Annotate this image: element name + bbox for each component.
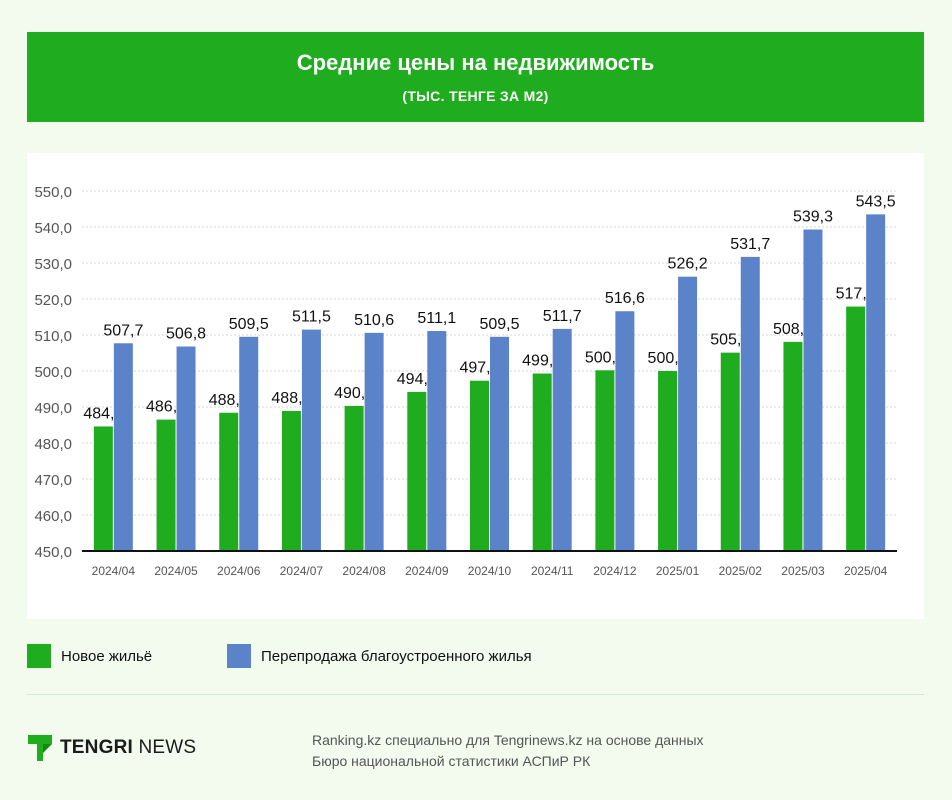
chart-title: Средние цены на недвижимость: [296, 50, 655, 75]
x-tick-label: 2025/01: [656, 564, 700, 578]
y-tick-label: 530,0: [34, 256, 72, 273]
x-tick-label: 2024/10: [468, 564, 512, 578]
data-label-new-housing: 488,4: [209, 392, 249, 409]
data-label-resale: 511,1: [417, 310, 456, 327]
y-tick-label: 470,0: [34, 472, 72, 489]
bar-new-housing: [281, 410, 301, 551]
bar-resale: [176, 346, 196, 551]
bar-resale: [301, 329, 321, 551]
x-tick-label: 2024/07: [280, 564, 324, 578]
legend: Новое жильё Перепродажа благоустроенного…: [27, 644, 924, 672]
y-tick-label: 450,0: [34, 544, 72, 561]
bar-new-housing: [658, 371, 678, 551]
data-label-new-housing: 500,2: [585, 349, 625, 366]
bar-new-housing: [219, 412, 239, 551]
data-label-new-housing: 505,1: [710, 332, 750, 349]
x-tick-label: 2025/04: [844, 564, 888, 578]
data-label-new-housing: 497,3: [459, 360, 499, 377]
x-tick-label: 2024/05: [154, 564, 198, 578]
data-label-new-housing: 499,3: [522, 353, 562, 370]
bar-resale: [740, 256, 760, 551]
x-tick-label: 2025/03: [781, 564, 825, 578]
y-tick-label: 500,0: [34, 364, 72, 381]
data-label-resale: 539,3: [793, 209, 833, 226]
data-label-new-housing: 486,5: [146, 399, 186, 416]
bar-resale: [239, 336, 259, 551]
y-tick-label: 460,0: [34, 508, 72, 525]
data-label-new-housing: 488,9: [271, 390, 311, 407]
logo-text-bold: TENGRI: [60, 737, 133, 758]
bar-resale: [803, 229, 823, 551]
x-tick-label: 2024/12: [593, 564, 637, 578]
bar-resale: [866, 214, 886, 551]
data-label-resale: 509,5: [229, 316, 269, 333]
bar-resale: [427, 331, 447, 551]
bar-resale: [364, 332, 384, 551]
bar-new-housing: [344, 405, 364, 551]
bar-new-housing: [156, 419, 176, 551]
y-tick-label: 520,0: [34, 292, 72, 309]
y-tick-label: 550,0: [34, 184, 72, 201]
x-tick-label: 2024/09: [405, 564, 449, 578]
chart-panel: 450,0 460,0 470,0 480,0 490,0 500,0 510,0 520,0…: [27, 153, 924, 619]
data-label-resale: 510,6: [354, 312, 394, 329]
data-label-resale: 511,7: [543, 308, 582, 325]
bar-chart: 450,0 460,0 470,0 480,0 490,0 500,0 510,0 520,0…: [34, 184, 897, 578]
data-label-resale: 506,8: [166, 326, 206, 343]
legend-label-resale: Перепродажа благоустроенного жилья: [261, 647, 532, 665]
data-label-new-housing: 508,1: [773, 321, 813, 338]
data-label-resale: 509,5: [479, 316, 519, 333]
chart-header: Средние цены на недвижимость (ТЫС. ТЕНГЕ…: [27, 32, 924, 122]
bar-resale: [490, 336, 509, 551]
data-label-resale: 531,7: [730, 236, 770, 253]
data-label-resale: 507,7: [103, 322, 143, 339]
chart-subtitle: (ТЫС. ТЕНГЕ ЗА М2): [402, 88, 549, 104]
source-line-1: Ranking.kz специально для Tengrinews.kz …: [312, 732, 704, 748]
bar-new-housing: [720, 352, 740, 551]
y-tick-label: 510,0: [34, 328, 72, 345]
x-tick-label: 2025/02: [719, 564, 763, 578]
y-tick-label: 540,0: [34, 220, 72, 237]
bar-new-housing: [595, 370, 615, 551]
data-label-new-housing: 494,2: [397, 371, 437, 388]
bar-new-housing: [846, 306, 866, 551]
x-tick-label: 2024/08: [342, 564, 386, 578]
bar-resale: [113, 343, 133, 551]
x-tick-label: 2024/06: [217, 564, 261, 578]
bar-new-housing: [407, 391, 427, 551]
logo-text: TENGRI NEWS: [60, 737, 196, 759]
data-label-resale: 511,5: [292, 309, 331, 326]
bar-resale: [615, 311, 635, 551]
legend-swatch-new-housing: [27, 644, 51, 668]
data-label-new-housing: 484,6: [83, 405, 123, 422]
tengri-news-logo: TENGRI NEWS: [28, 735, 196, 761]
bar-resale: [678, 276, 698, 551]
data-label-resale: 516,6: [605, 290, 645, 307]
footer-divider: [27, 694, 924, 695]
legend-item-resale: Перепродажа благоустроенного жилья: [227, 644, 532, 668]
data-label-new-housing: 517,9: [836, 286, 876, 303]
bar-new-housing: [783, 341, 803, 551]
y-tick-label: 480,0: [34, 436, 72, 453]
x-tick-label: 2024/11: [531, 564, 574, 578]
data-label-resale: 543,5: [856, 193, 896, 210]
data-label-new-housing: 500,0: [648, 350, 688, 367]
y-tick-label: 490,0: [34, 400, 72, 417]
bar-new-housing: [532, 373, 552, 551]
legend-item-new-housing: Новое жильё: [27, 644, 152, 668]
tengri-logo-icon: [28, 735, 52, 761]
source-line-2: Бюро национальной статистики АСПиР РК: [312, 753, 591, 769]
source-note: Ranking.kz специально для Tengrinews.kz …: [312, 730, 704, 772]
data-label-resale: 526,2: [668, 256, 708, 273]
bar-new-housing: [93, 426, 113, 551]
legend-swatch-resale: [227, 644, 251, 668]
x-tick-label: 2024/04: [92, 564, 136, 578]
bar-resale: [552, 328, 572, 551]
legend-label-new-housing: Новое жильё: [61, 647, 153, 665]
data-label-new-housing: 490,3: [334, 385, 374, 402]
bar-new-housing: [470, 380, 489, 551]
logo-text-regular: NEWS: [138, 737, 197, 758]
